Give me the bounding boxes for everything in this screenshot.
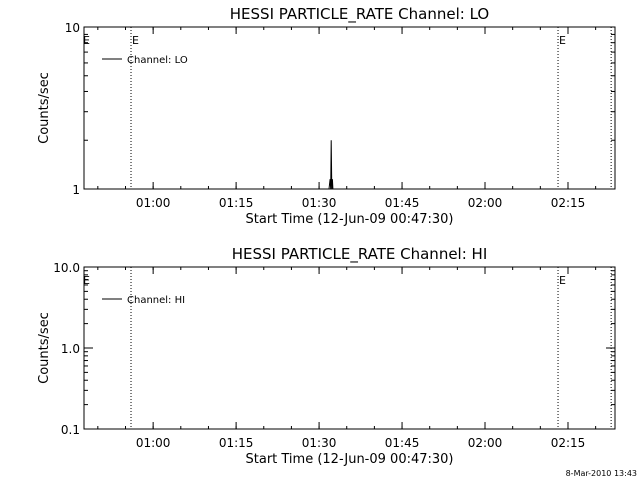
x-tick-label: 02:15 [551,196,586,210]
footer-timestamp: 8-Mar-2010 13:43 [566,469,637,478]
x-tick-label: 01:30 [302,196,337,210]
chart-panel-1: HESSI PARTICLE_RATE Channel: LO 01:00 01:1… [37,5,616,227]
legend-label: Channel: LO [127,55,188,66]
x-tick-label: 02:00 [468,196,503,210]
edge-event-label: E [83,34,90,47]
event-label: E [559,274,566,287]
x-tick-label: 01:45 [385,436,420,450]
plot-frame [83,26,616,190]
y-tick-label: 0.1 [61,423,80,437]
y-axis-label: Counts/sec [37,72,52,144]
y-tick-label: 1 [72,183,80,197]
y-tick-label: 10 [65,21,80,35]
edge-event-label: E [83,274,90,287]
chart-title: HESSI PARTICLE_RATE Channel: HI [232,245,488,264]
x-tick-label: 01:15 [219,436,254,450]
chart-panel-2: HESSI PARTICLE_RATE Channel: HI 01:00 01:1… [37,245,616,467]
x-tick-label: 01:00 [136,196,171,210]
x-tick-label: 02:15 [551,436,586,450]
legend-label: Channel: HI [127,295,185,306]
x-tick-label: 01:45 [385,196,420,210]
x-tick-label: 01:30 [302,436,337,450]
chart-title: HESSI PARTICLE_RATE Channel: LO [230,5,489,24]
x-axis-label: Start Time (12-Jun-09 00:47:30) [246,212,454,227]
y-axis-label: Counts/sec [37,312,52,384]
event-label: E [559,34,566,47]
x-axis-label: Start Time (12-Jun-09 00:47:30) [246,452,454,467]
series-line [328,140,334,190]
y-tick-label: 1.0 [61,342,80,356]
y-tick-label: 10.0 [53,261,80,275]
plot-frame [83,266,616,430]
x-tick-label: 01:00 [136,436,171,450]
x-tick-label: 02:00 [468,436,503,450]
x-tick-label: 01:15 [219,196,254,210]
event-label: E [132,34,139,47]
